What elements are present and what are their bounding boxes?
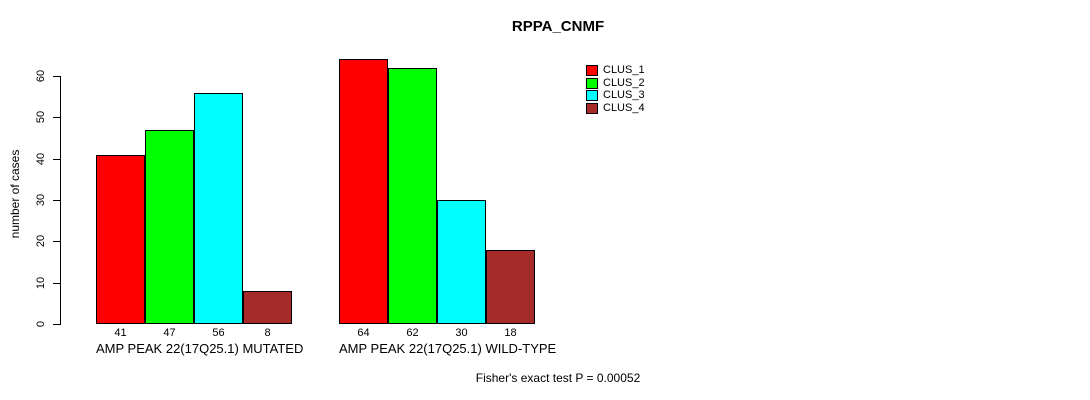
y-axis-tick (53, 117, 61, 119)
bar-value-label: 18 (504, 327, 517, 339)
bar-clus_4-group2 (486, 249, 535, 324)
bar-clus_1-group1 (96, 154, 145, 324)
y-axis-tick (53, 282, 61, 284)
y-axis-tick (53, 324, 61, 325)
bar-value-label: 64 (357, 327, 370, 339)
legend-swatch-icon (586, 77, 598, 89)
legend: CLUS_1 CLUS_2 CLUS_3 CLUS_4 (586, 64, 645, 115)
legend-item: CLUS_4 (586, 102, 645, 115)
bar-clus_2-group1 (145, 129, 194, 324)
bar-value-label: 62 (406, 327, 419, 339)
bar-clus_3-group1 (194, 92, 243, 324)
bar-value-label: 47 (163, 327, 176, 339)
y-axis-tick (53, 158, 61, 160)
y-tick-label: 60 (35, 69, 47, 83)
chart-title: RPPA_CNMF (511, 18, 605, 35)
bar-clus_3-group2 (437, 200, 486, 324)
legend-label: CLUS_4 (603, 102, 645, 115)
bar-value-label: 8 (264, 327, 271, 339)
bar-clus_1-group2 (339, 59, 388, 324)
bar-clus_2-group2 (388, 67, 437, 324)
bar-clus_4-group1 (243, 290, 292, 324)
y-tick-label: 10 (35, 276, 47, 289)
y-tick-label: 50 (35, 111, 47, 124)
fisher-test-annotation: Fisher's exact test P = 0.00052 (475, 371, 641, 385)
y-tick-label: 20 (35, 235, 47, 248)
y-tick-label: 30 (35, 193, 47, 207)
legend-label: CLUS_1 (603, 63, 645, 76)
y-tick-label: 0 (35, 320, 47, 328)
y-axis-tick (53, 76, 61, 77)
legend-swatch-icon (586, 103, 598, 115)
legend-label: CLUS_2 (603, 76, 645, 89)
legend-swatch-icon (586, 90, 598, 102)
y-axis-tick (53, 241, 61, 243)
legend-item: CLUS_3 (586, 90, 645, 103)
group-label: AMP PEAK 22(17Q25.1) WILD-TYPE (339, 341, 557, 356)
group-label: AMP PEAK 22(17Q25.1) MUTATED (96, 341, 304, 356)
legend-swatch-icon (586, 64, 598, 76)
y-axis-tick (53, 200, 61, 201)
bar-value-label: 41 (114, 327, 127, 339)
legend-label: CLUS_3 (603, 89, 645, 102)
legend-item: CLUS_1 (586, 64, 645, 77)
bar-value-label: 56 (212, 327, 225, 339)
legend-item: CLUS_2 (586, 77, 645, 90)
y-axis-label: number of cases (8, 149, 22, 239)
y-tick-label: 40 (35, 152, 47, 165)
bar-value-label: 30 (455, 327, 468, 339)
